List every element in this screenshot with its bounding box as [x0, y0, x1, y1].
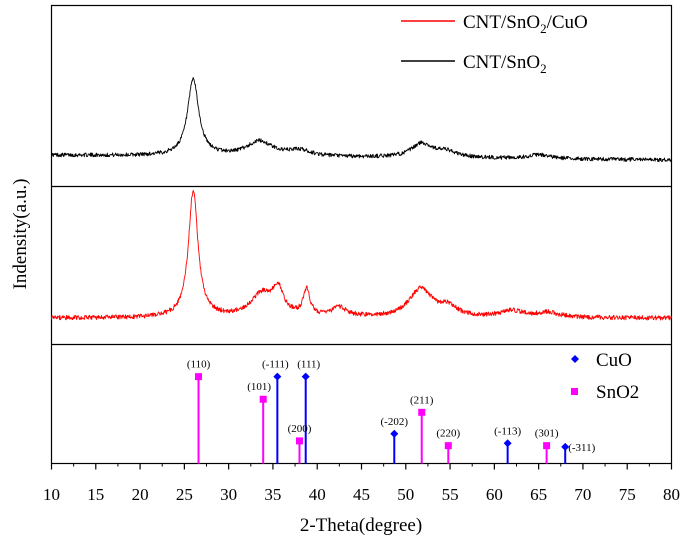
plot-frame: [50, 4, 673, 465]
stick-marker-square-icon: [418, 408, 426, 416]
x-tick-label: 55: [442, 485, 459, 504]
stick-marker-diamond-icon: [561, 442, 570, 451]
x-tick-label: 80: [663, 485, 680, 504]
reference-sticks: (-111) (111) (-202) (-113) (-311) (110) (101) (…: [187, 359, 596, 464]
x-axis-title: 2-Theta(degree): [300, 515, 422, 536]
stick-marker-diamond-icon: [301, 372, 310, 381]
miller-index-label: (-111): [262, 359, 289, 371]
stick-marker-diamond-icon: [390, 429, 399, 438]
xrd-traces: [51, 77, 672, 321]
stick-marker-diamond-icon: [503, 439, 512, 448]
miller-index-label: (-113): [494, 425, 521, 437]
stick-marker-diamond-icon: [273, 372, 282, 381]
x-tick-label: 60: [486, 485, 503, 504]
stick-marker-square-icon: [296, 437, 303, 445]
x-tick-label: 10: [43, 485, 60, 504]
legend-sticks: CuO SnO2: [571, 350, 639, 403]
x-axis-ticks: 10 15 20 25 30 35 40 45 50 55 60 65 70 75 80: [43, 463, 680, 504]
legend-label-cuo: CuO: [596, 350, 632, 371]
miller-index-label: (-202): [381, 416, 409, 428]
series-line-cnt-sno2-cuo: [51, 189, 672, 321]
legend-marker-cuo-diamond-icon: [571, 355, 579, 363]
legend-label-cnt-sno2: CNT/SnO2: [463, 52, 547, 76]
miller-index-label: (220): [436, 428, 460, 440]
x-tick-label: 75: [619, 485, 636, 504]
x-tick-label: 20: [132, 485, 149, 504]
legend-label-cnt-sno2-cuo: CNT/SnO2/CuO: [463, 12, 588, 36]
x-tick-label: 70: [574, 485, 591, 504]
miller-index-label: (101): [247, 381, 271, 393]
stick-marker-square-icon: [259, 395, 267, 403]
x-tick-label: 40: [309, 485, 326, 504]
stick-marker-square-icon: [195, 373, 203, 381]
x-tick-label: 15: [87, 485, 104, 504]
x-tick-label: 45: [353, 485, 370, 504]
legend-marker-sno2-square-icon: [571, 388, 578, 395]
miller-index-label: (-311): [568, 442, 595, 454]
stick-marker-square-icon: [543, 442, 551, 450]
miller-index-label: (200): [288, 423, 312, 435]
x-tick-label: 35: [264, 485, 281, 504]
legend-label-cnt-sno2-cuo-sub: 2: [540, 21, 547, 36]
legend-label-cnt-sno2-sub: 2: [540, 61, 547, 76]
y-axis-title: Indensity(a.u.): [10, 179, 31, 290]
legend-label-sno2: SnO2: [596, 382, 639, 403]
x-tick-label: 30: [220, 485, 237, 504]
miller-index-label: (110): [187, 359, 211, 371]
legend-label-cnt-sno2-cuo-main: CNT/SnO: [463, 12, 540, 33]
legend-label-cnt-sno2-cuo-tail: /CuO: [547, 12, 588, 33]
miller-index-label: (301): [535, 428, 559, 440]
x-tick-label: 65: [530, 485, 547, 504]
legend-label-cnt-sno2-main: CNT/SnO: [463, 52, 540, 73]
series-line-cnt-sno2: [51, 77, 672, 163]
stick-marker-square-icon: [444, 442, 452, 450]
x-tick-label: 25: [176, 485, 193, 504]
miller-index-label: (211): [410, 394, 434, 406]
miller-index-label: (111): [297, 359, 320, 371]
legend-lines: CNT/SnO2/CuO CNT/SnO2: [401, 12, 588, 76]
x-tick-label: 50: [397, 485, 414, 504]
